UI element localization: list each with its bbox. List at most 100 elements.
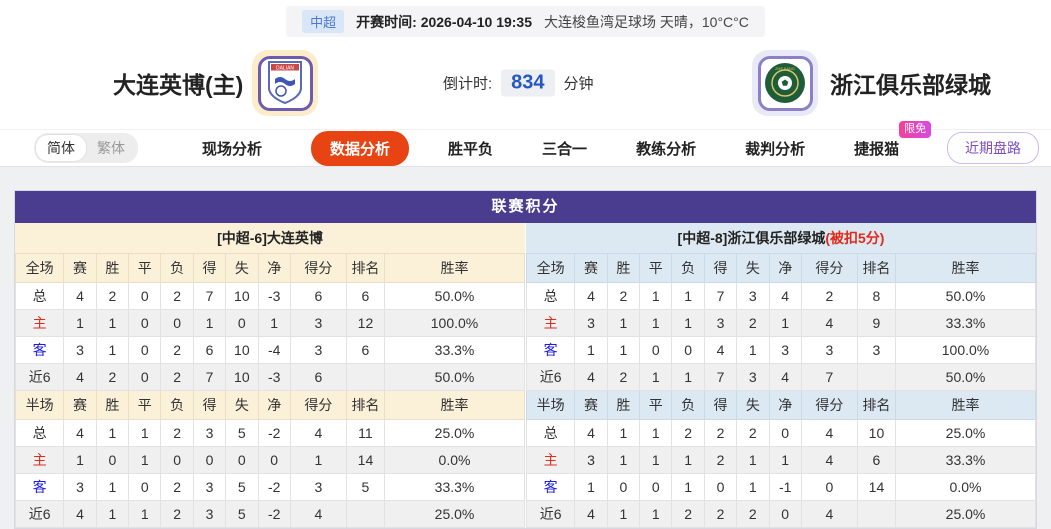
stat-cell: 4 [800, 500, 858, 528]
stat-cell: 4 [574, 500, 608, 528]
svg-text:DALIAN: DALIAN [276, 65, 294, 71]
table-halves: [中超-6]大连英博 全场赛胜平负得失净得分 排名 胜率总 4 2 0 2 7 10 -3 6 6 50… [14, 223, 1036, 528]
column-header: 胜率 [895, 253, 1036, 283]
table-row: 主 3 1 1 1 2 1 1 4 6 33.3% [525, 446, 1036, 474]
column-header: 得 [192, 253, 227, 283]
league-badge[interactable]: 中超 [302, 10, 345, 33]
nav-tab[interactable]: 三合一 [542, 133, 587, 164]
row-label: 总 [525, 419, 576, 447]
row-label: 主 [14, 309, 65, 337]
stat-cell: 1 [192, 309, 227, 337]
lang-simplified[interactable]: 简体 [36, 135, 86, 161]
stat-cell: 3 [63, 336, 97, 364]
column-header: 平 [128, 253, 162, 283]
stat-cell: 1 [736, 473, 770, 501]
column-header: 半场 [14, 390, 65, 420]
row-label: 近6 [525, 363, 576, 391]
table-row: 客 1 1 0 0 4 1 3 3 3 100.0% [525, 336, 1036, 364]
stat-cell: 0 [800, 473, 858, 501]
home-badge-frame: DALIAN [257, 55, 313, 111]
stat-cell: 9 [856, 309, 897, 337]
table-row: 客 3 1 0 2 6 10 -4 3 6 33.3% [14, 336, 525, 364]
row-label: 近6 [14, 363, 65, 391]
stat-cell: 1 [606, 500, 641, 528]
stat-cell: 0 [160, 446, 194, 474]
stat-cell: -3 [257, 282, 291, 310]
column-header: 胜 [95, 390, 130, 420]
stat-cell: 2 [160, 500, 194, 528]
nav-tab-label: 捷报猫 [854, 140, 900, 158]
column-header: 赛 [574, 253, 608, 283]
stat-cell: 4 [703, 336, 738, 364]
column-header: 负 [671, 253, 705, 283]
stat-cell: 25.0% [384, 419, 525, 447]
stat-cell: 1 [95, 473, 130, 501]
stat-cell: 7 [703, 282, 738, 310]
stat-cell: 50.0% [384, 282, 525, 310]
column-header: 排名 [345, 390, 386, 420]
table-row: 近6 4 1 1 2 3 5 -2 4 25.0% [14, 500, 525, 528]
column-header: 全场 [14, 253, 65, 283]
countdown-unit: 分钟 [563, 75, 594, 93]
stat-cell: 2 [800, 282, 858, 310]
away-team-name: 浙江俱乐部绿城 [830, 72, 991, 98]
nav-tab[interactable]: 胜平负 [448, 133, 493, 164]
stat-cell: 2 [160, 336, 194, 364]
stat-cell: 0 [225, 446, 259, 474]
row-label: 客 [525, 336, 576, 364]
recent-trend-button[interactable]: 近期盘路 [947, 132, 1039, 164]
lang-traditional[interactable]: 繁体 [97, 140, 125, 156]
kickoff-time: 开赛时间: 2026-04-10 19:35 [356, 12, 532, 32]
language-toggle: 简体 繁体 [34, 133, 138, 163]
nav-tab[interactable]: 数据分析 [311, 130, 410, 166]
stat-cell: 33.3% [384, 336, 525, 364]
stat-cell: 3 [856, 336, 897, 364]
nav-tab[interactable]: 教练分析 [636, 133, 696, 164]
nav-tab[interactable]: 裁判分析 [745, 133, 805, 164]
stat-cell: 4 [63, 282, 97, 310]
stat-cell: 0.0% [384, 446, 525, 474]
stat-cell: 1 [128, 446, 162, 474]
column-header: 平 [128, 390, 162, 420]
nav-tab-label: 裁判分析 [745, 140, 806, 158]
stat-cell: 1 [736, 446, 770, 474]
stat-cell: 1 [606, 336, 641, 364]
column-header: 平 [639, 390, 673, 420]
stat-cell: 6 [289, 363, 347, 391]
stat-cell: 25.0% [895, 500, 1036, 528]
nav-tab[interactable]: 现场分析 [202, 133, 262, 164]
stat-cell: 4 [289, 419, 347, 447]
stat-cell: 4 [289, 500, 347, 528]
column-header: 失 [736, 253, 770, 283]
nav-tab-label: 胜平负 [448, 140, 494, 158]
column-header: 半场 [525, 390, 576, 420]
away-header-text: [中超-8]浙江俱乐部绿城 [677, 230, 826, 246]
countdown-label: 倒计时: [443, 75, 493, 93]
away-stats-table: 全场赛胜平负得失净得分 排名 胜率总 4 2 1 1 7 3 4 2 8 50.0% 主 3 1 1 1 3 2 1 4 9… [525, 253, 1036, 528]
stat-cell: 6 [192, 336, 227, 364]
stat-cell: 1 [257, 309, 291, 337]
table-row: 近6 4 1 1 2 2 2 0 4 25.0% [525, 500, 1036, 528]
stat-cell: 1 [736, 336, 770, 364]
countdown-value: 834 [501, 69, 555, 97]
nav-tab[interactable]: 捷报猫 限免 [854, 120, 932, 164]
column-header: 净 [768, 253, 802, 283]
stat-cell: 1 [574, 473, 608, 501]
stat-cell: 33.3% [895, 309, 1036, 337]
page-content: 联赛积分 [中超-6]大连英博 全场赛胜平负得失净得分 排名 胜率总 4 2 0 2 7 10-… [0, 167, 1051, 529]
column-header: 排名 [856, 253, 897, 283]
stat-cell: 1 [671, 363, 705, 391]
stat-cell: 4 [574, 282, 608, 310]
kickoff-label: 开赛时间: [356, 13, 417, 30]
stat-cell: 100.0% [895, 336, 1036, 364]
column-header: 净 [257, 390, 291, 420]
stat-cell: 11 [345, 419, 386, 447]
stat-cell: 6 [345, 336, 386, 364]
nav-tab-label: 数据分析 [330, 140, 391, 158]
stat-cell: 3 [736, 363, 770, 391]
row-label: 总 [525, 282, 576, 310]
stat-cell: 0 [257, 446, 291, 474]
stat-cell: 0 [128, 363, 162, 391]
stat-cell: 5 [225, 473, 259, 501]
table-row: 近6 4 2 1 1 7 3 4 7 50.0% [525, 363, 1036, 391]
